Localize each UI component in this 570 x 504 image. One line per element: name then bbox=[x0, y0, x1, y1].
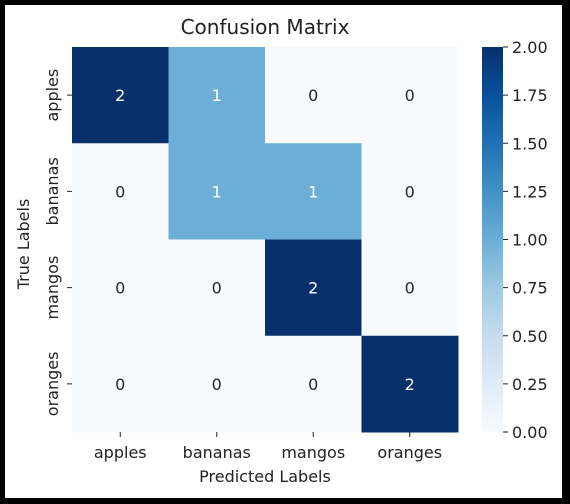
colorbar-tick-label: 1.50 bbox=[512, 134, 548, 153]
colorbar-tick-label: 1.75 bbox=[512, 86, 548, 105]
y-axis-ticks: apples bananas mangos oranges bbox=[43, 69, 72, 416]
cell-value-label: 1 bbox=[212, 86, 222, 105]
colorbar-tick-label: 1.25 bbox=[512, 182, 548, 201]
colorbar-tick-label: 1.00 bbox=[512, 231, 548, 250]
x-axis-label: Predicted Labels bbox=[199, 467, 331, 486]
colorbar-ticks: 0.00 0.25 0.50 0.75 1.00 1.25 1.50 1.75 2.00 bbox=[503, 38, 548, 442]
heatmap-cell-apples-apples bbox=[72, 47, 169, 144]
heatmap-cell-apples-mangos bbox=[265, 47, 362, 144]
heatmap-cell-oranges-mangos bbox=[265, 335, 362, 433]
chart-title: Confusion Matrix bbox=[181, 15, 350, 39]
x-tick-label: bananas bbox=[183, 443, 251, 462]
cell-value-label: 2 bbox=[405, 375, 415, 394]
heatmap-cell-bananas-mangos bbox=[265, 143, 362, 240]
confusion-matrix-chart: Confusion Matrix 2 1 0 0 0 1 1 0 0 0 2 0 0 0 0 2 apples… bbox=[14, 15, 548, 486]
heatmap-cell-mangos-bananas bbox=[168, 239, 266, 337]
cell-value-label: 0 bbox=[405, 182, 415, 201]
y-tick-label: mangos bbox=[43, 256, 62, 320]
cell-value-label: 0 bbox=[115, 279, 125, 298]
cell-value-label: 2 bbox=[308, 279, 318, 298]
heatmap-cell-apples-bananas bbox=[168, 47, 266, 144]
cell-value-label: 0 bbox=[308, 375, 318, 394]
heatmap-cell-oranges-bananas bbox=[168, 335, 266, 433]
figure: Confusion Matrix 2 1 0 0 0 1 1 0 0 0 2 0 0 0 0 2 apples… bbox=[5, 5, 562, 498]
x-axis-ticks: apples bananas mangos oranges bbox=[94, 432, 442, 462]
cell-value-label: 0 bbox=[115, 375, 125, 394]
cell-value-label: 1 bbox=[308, 182, 318, 201]
heatmap-cell-oranges-apples bbox=[72, 335, 169, 433]
colorbar bbox=[482, 47, 503, 432]
cell-value-label: 0 bbox=[405, 279, 415, 298]
cell-value-label: 0 bbox=[405, 86, 415, 105]
y-axis-label: True Labels bbox=[14, 199, 33, 291]
heatmap-cell-labels: 2 1 0 0 0 1 1 0 0 0 2 0 0 0 0 2 bbox=[115, 86, 415, 394]
heatmap-cell-mangos-oranges bbox=[361, 239, 459, 337]
colorbar-tick-label: 0.25 bbox=[512, 375, 548, 394]
colorbar-tick-label: 0.75 bbox=[512, 279, 548, 298]
cell-value-label: 2 bbox=[115, 86, 125, 105]
colorbar-tick-label: 0.50 bbox=[512, 327, 548, 346]
x-tick-label: oranges bbox=[377, 443, 442, 462]
cell-value-label: 1 bbox=[212, 182, 222, 201]
heatmap-cell-bananas-oranges bbox=[361, 143, 459, 240]
colorbar-tick-label: 2.00 bbox=[512, 38, 548, 57]
cell-value-label: 0 bbox=[308, 86, 318, 105]
cell-value-label: 0 bbox=[212, 279, 222, 298]
heatmap-cell-bananas-apples bbox=[72, 143, 169, 240]
heatmap-cell-mangos-mangos bbox=[265, 239, 362, 337]
heatmap-cells bbox=[72, 47, 459, 433]
heatmap-cell-bananas-bananas bbox=[168, 143, 266, 240]
heatmap-cell-oranges-oranges bbox=[361, 335, 459, 433]
heatmap-cell-mangos-apples bbox=[72, 239, 169, 337]
colorbar-tick-label: 0.00 bbox=[512, 423, 548, 442]
cell-value-label: 0 bbox=[115, 182, 125, 201]
heatmap-cell-apples-oranges bbox=[361, 47, 459, 144]
x-tick-label: apples bbox=[94, 443, 147, 462]
y-tick-label: bananas bbox=[43, 157, 62, 225]
y-tick-label: oranges bbox=[43, 352, 62, 417]
y-tick-label: apples bbox=[43, 69, 62, 122]
x-tick-label: mangos bbox=[281, 443, 345, 462]
cell-value-label: 0 bbox=[212, 375, 222, 394]
